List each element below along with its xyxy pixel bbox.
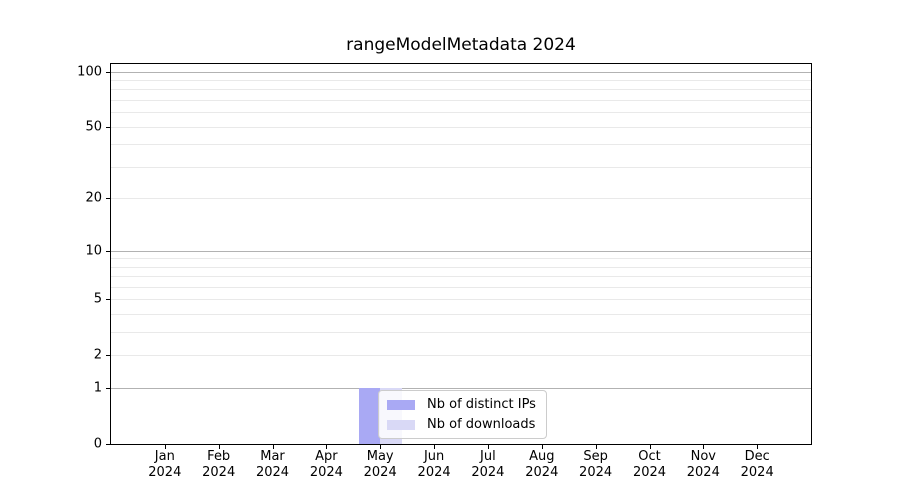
y-tick-label: 100 [77,64,102,80]
x-tick-year: 2024 [309,465,343,480]
x-tick-year: 2024 [363,465,397,480]
x-tick [218,445,220,449]
y-tick [106,388,110,390]
minor-gridline [111,144,811,146]
minor-gridline [111,126,811,128]
y-tick-label: 5 [93,291,102,307]
x-tick-month: Dec [744,449,770,464]
x-tick-month: Nov [690,449,716,464]
y-tick [106,71,110,73]
minor-gridline [111,89,811,91]
x-tick-year: 2024 [255,465,290,480]
x-tick-month: Feb [207,449,231,464]
x-tick-label: Jun 2024 [418,449,451,481]
legend-swatch [387,399,415,410]
plot-area [110,63,812,445]
y-tick-label: 1 [93,380,102,396]
x-tick-month: Aug [529,449,555,464]
legend-entry: Nb of distinct IPs [387,397,536,412]
x-tick [164,445,166,449]
x-tick-year: 2024 [579,465,613,480]
minor-gridline [111,287,811,288]
x-tick [595,445,597,449]
y-tick [106,299,110,301]
x-tick-month: May [366,449,394,464]
x-tick-year: 2024 [417,465,451,480]
y-tick-label: 2 [93,347,102,363]
x-tick-month: Apr [315,449,338,464]
minor-gridline [111,332,811,334]
x-tick-label: Aug 2024 [525,449,558,481]
x-tick-label: Apr 2024 [310,449,343,481]
x-tick-year: 2024 [686,465,720,480]
x-tick-label: Mar 2024 [256,449,289,481]
minor-gridline [111,166,811,168]
minor-gridline [111,299,811,301]
x-tick-year: 2024 [471,465,505,480]
x-tick-month: Mar [260,449,285,464]
minor-gridline [111,112,811,114]
x-tick-year: 2024 [632,465,667,480]
minor-gridline [111,276,811,278]
x-tick [757,445,759,449]
x-tick-year: 2024 [740,465,774,480]
y-tick-label: 50 [85,119,102,135]
minor-gridline [111,80,811,81]
legend: Nb of distinct IPs Nb of downloads [378,390,547,439]
x-tick-label: Feb 2024 [202,449,235,481]
legend-entry: Nb of downloads [387,417,536,432]
y-tick [106,198,110,200]
x-tick [380,445,382,449]
x-tick-month: Jul [480,449,496,464]
legend-swatch [387,419,415,430]
x-tick-label: Sep 2024 [579,449,612,481]
major-gridline [111,250,811,252]
y-tick [106,250,110,252]
y-tick-label: 0 [93,436,102,452]
x-tick-label: May 2024 [364,449,397,481]
x-tick [434,445,436,449]
minor-gridline [111,258,811,260]
x-tick [272,445,274,449]
x-tick [703,445,705,449]
x-tick-month: Jan [154,449,175,464]
y-tick [106,126,110,128]
legend-label: Nb of distinct IPs [427,397,536,412]
minor-gridline [111,100,811,102]
x-tick-month: Oct [638,449,661,464]
x-tick-month: Jun [423,449,445,464]
minor-gridline [111,266,811,268]
minor-gridline [111,314,811,316]
x-tick [541,445,543,449]
bar [358,388,381,444]
x-tick-year: 2024 [148,465,182,480]
x-tick-label: Nov 2024 [687,449,720,481]
x-tick-year: 2024 [202,465,236,480]
legend-label: Nb of downloads [427,417,536,432]
major-gridline [111,388,811,390]
x-tick-label: Jan 2024 [148,449,181,481]
minor-gridline [111,355,811,357]
x-tick-label: Jul 2024 [471,449,504,481]
x-tick-month: Sep [583,449,608,464]
x-tick-label: Oct 2024 [633,449,666,481]
y-tick [106,444,110,445]
x-tick [487,445,489,449]
y-tick-label: 20 [85,190,102,206]
x-tick [326,445,328,449]
minor-gridline [111,198,811,200]
chart-title: rangeModelMetadata 2024 [346,35,576,55]
y-tick-label: 10 [85,243,102,258]
major-gridline [111,71,811,73]
x-tick [649,445,651,449]
x-tick-year: 2024 [525,465,559,480]
x-tick-label: Dec 2024 [741,449,774,481]
y-tick [106,355,110,357]
